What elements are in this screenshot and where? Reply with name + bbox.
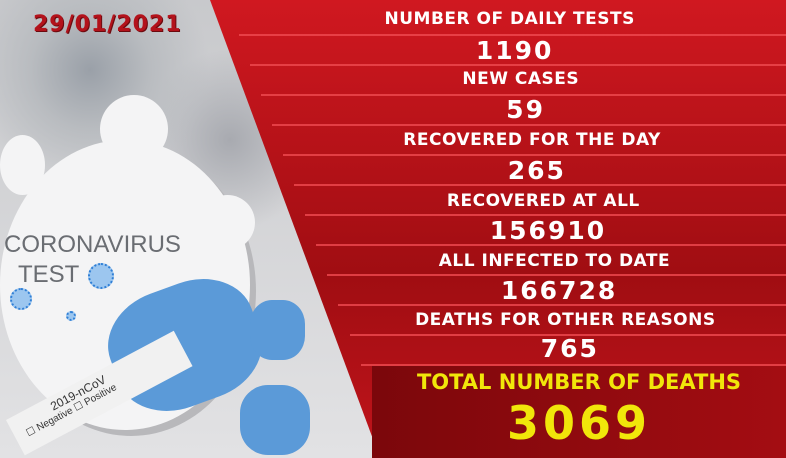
total-deaths-label: TOTAL NUMBER OF DEATHS bbox=[416, 370, 742, 394]
glove-fingers bbox=[250, 300, 305, 360]
virus-icon bbox=[66, 311, 76, 321]
sign-line1: CORONAVIRUS bbox=[4, 231, 181, 258]
panel-stripe bbox=[260, 94, 786, 96]
virus-shape-nub bbox=[0, 135, 45, 195]
report-date: 29/01/2021 bbox=[33, 12, 182, 37]
panel-stripe bbox=[305, 214, 786, 216]
panel-stripe bbox=[349, 334, 786, 336]
panel-stripe bbox=[327, 274, 786, 276]
stat-label: RECOVERED AT ALL bbox=[446, 191, 640, 211]
panel-stripe bbox=[249, 64, 786, 66]
virus-icon bbox=[88, 263, 114, 289]
panel-stripe bbox=[338, 304, 786, 306]
panel-stripe bbox=[316, 244, 786, 246]
stat-value: 59 bbox=[506, 95, 545, 124]
panel-stripe bbox=[360, 364, 786, 366]
total-deaths-box bbox=[372, 366, 786, 458]
stat-label: RECOVERED FOR THE DAY bbox=[403, 130, 661, 150]
panel-stripe bbox=[238, 34, 786, 36]
panel-stripe bbox=[282, 154, 786, 156]
panel-stripe bbox=[294, 184, 786, 186]
virus-shape-nub bbox=[100, 95, 168, 163]
glove-fingers bbox=[240, 385, 310, 455]
stat-value: 166728 bbox=[500, 276, 618, 305]
stat-value: 765 bbox=[540, 334, 599, 363]
stat-value: 1190 bbox=[475, 36, 554, 65]
stat-label: ALL INFECTED TO DATE bbox=[438, 251, 671, 271]
total-deaths-value: 3069 bbox=[506, 396, 652, 450]
stat-label: DEATHS FOR OTHER REASONS bbox=[415, 310, 716, 330]
virus-shape-nub bbox=[200, 195, 255, 250]
virus-icon bbox=[10, 288, 32, 310]
stat-value: 265 bbox=[507, 156, 566, 185]
stat-label: NUMBER OF DAILY TESTS bbox=[384, 9, 635, 29]
panel-stripe bbox=[271, 124, 786, 126]
test-sign: CORONAVIRUS TEST bbox=[4, 230, 181, 290]
stat-label: NEW CASES bbox=[462, 69, 580, 89]
stat-value: 156910 bbox=[489, 216, 607, 245]
sign-line2: TEST bbox=[18, 261, 80, 288]
